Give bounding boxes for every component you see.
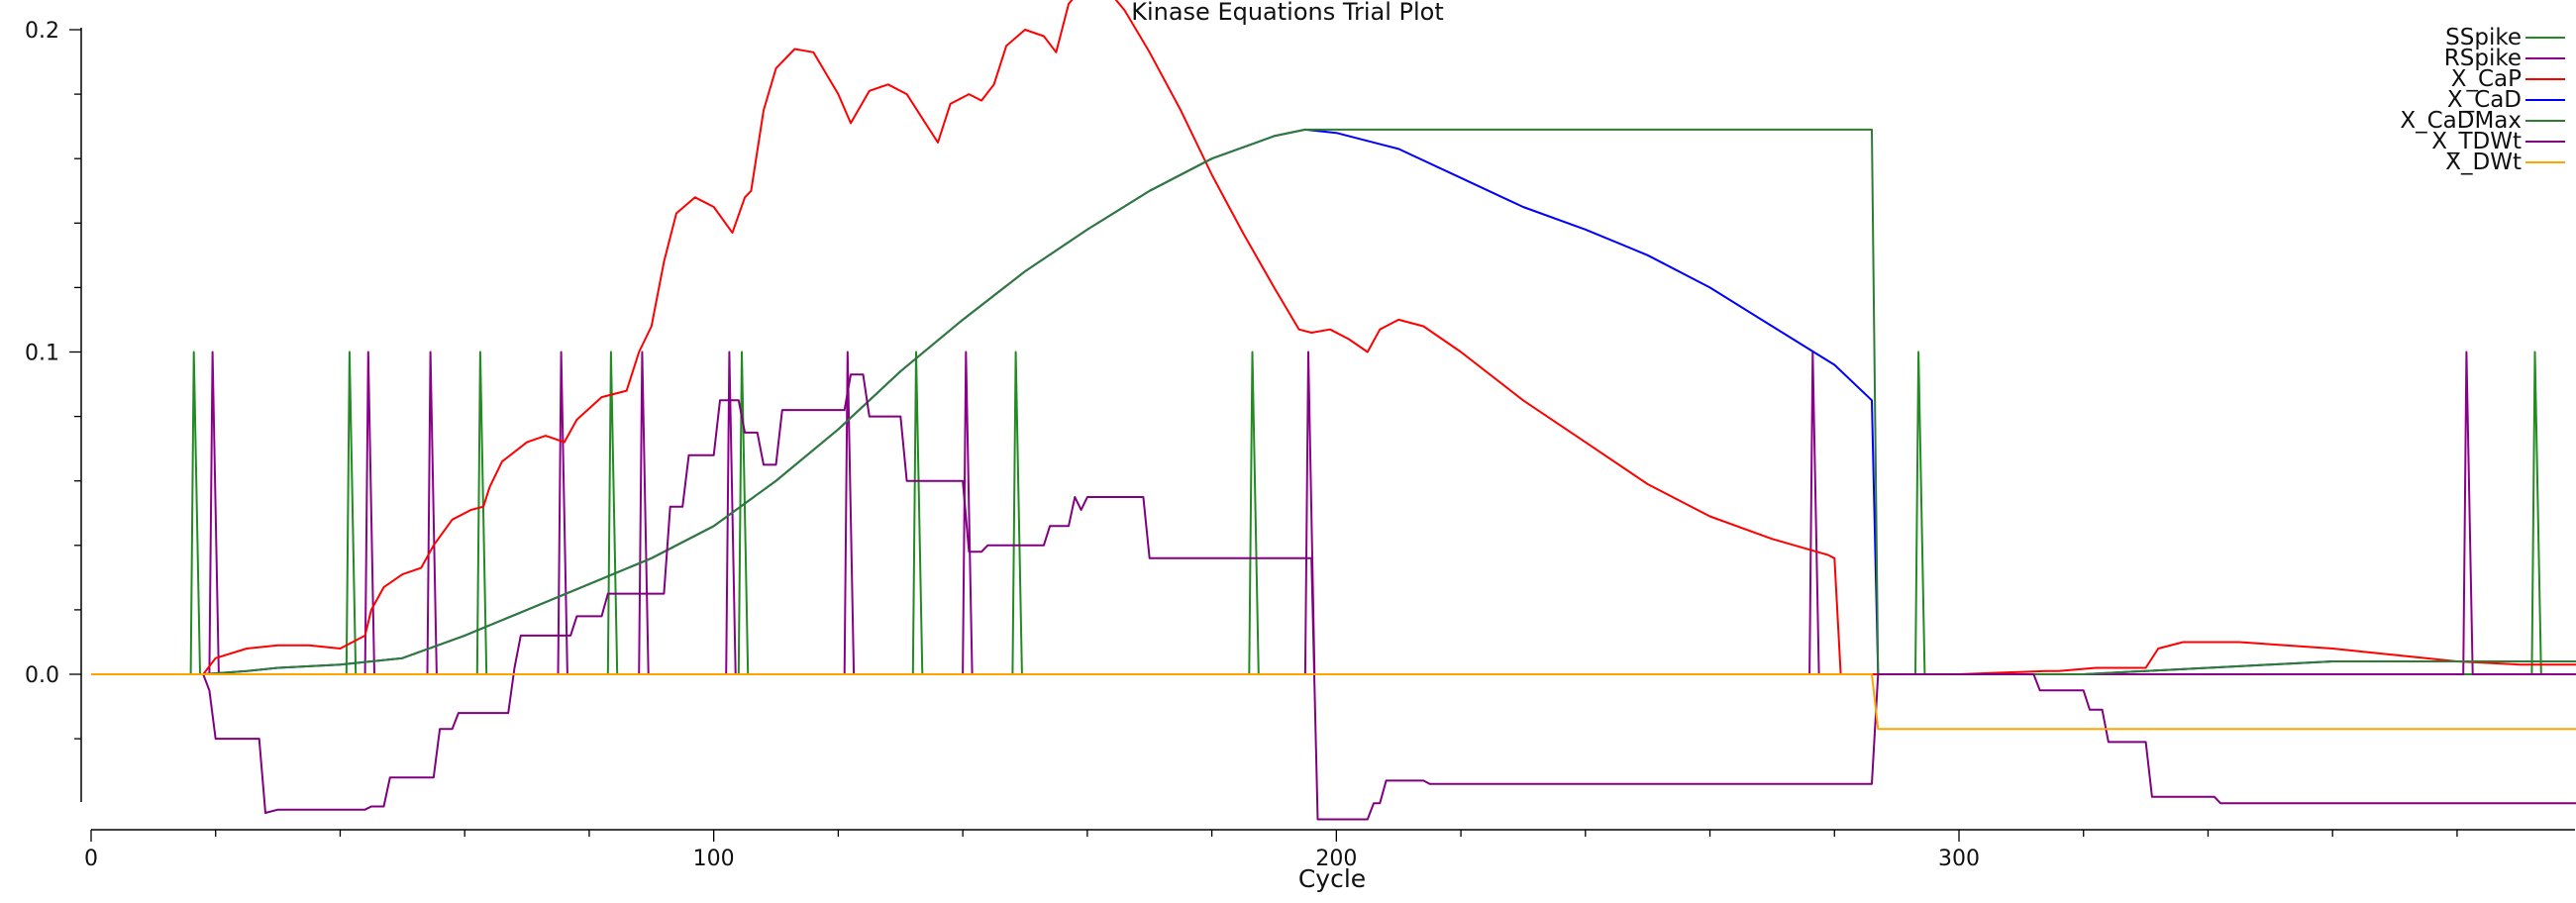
- legend-label: X_DWt: [2445, 150, 2522, 175]
- x-tick-label: 300: [1938, 847, 1980, 871]
- x-tick-label: 200: [1315, 847, 1357, 871]
- series-line-x-cap: [91, 0, 2576, 675]
- y-tick-label: 0.1: [25, 342, 59, 366]
- series-line-x-tdwt: [91, 373, 2576, 821]
- axes: 0 100 200 300 0.0 0.1 0.2: [25, 19, 2575, 871]
- series-line-x-cadmax: [91, 128, 2576, 675]
- legend-label: X_CaDMax: [2400, 108, 2522, 134]
- legend-label: X_CaP: [2451, 66, 2522, 92]
- chart-title: Kinase Equations Trial Plot: [1131, 0, 1444, 26]
- legend-label: X_CaD: [2447, 87, 2522, 113]
- x-tick-label: 100: [693, 847, 735, 871]
- legend: SSpikeRSpikeX_CaPX_CaDX_CaDMaxX_TDWtX_DW…: [2400, 25, 2565, 175]
- y-tick-label: 0.2: [25, 19, 59, 44]
- legend-label: RSpike: [2444, 46, 2522, 71]
- y-tick-label: 0.0: [25, 663, 59, 688]
- series-line-x-dwt: [91, 673, 2576, 731]
- series-layer: [91, 0, 2576, 821]
- x-tick-label: 0: [84, 847, 98, 871]
- legend-label: X_TDWt: [2431, 129, 2522, 154]
- legend-label: SSpike: [2445, 25, 2522, 50]
- series-line-x-cad: [91, 128, 2576, 675]
- series-line-rspike: [91, 351, 2576, 675]
- x-axis-title: Cycle: [1298, 864, 1366, 893]
